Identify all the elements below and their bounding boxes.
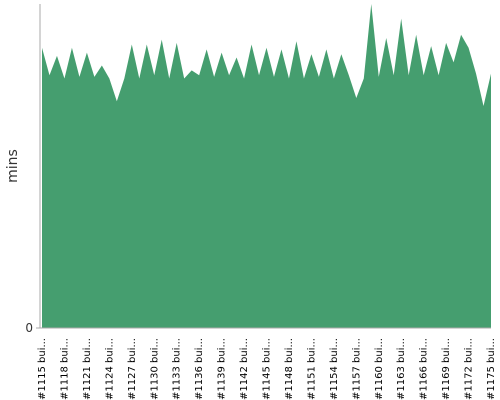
x-tick-label: #1160 bui... — [374, 338, 385, 400]
x-tick-label: #1172 bui... — [464, 338, 475, 400]
x-tick-label: #1124 bui... — [104, 338, 115, 400]
x-tick-label: #1166 bui... — [419, 338, 430, 400]
x-tick-label: #1115 bui... — [37, 338, 48, 400]
area — [42, 4, 491, 328]
x-tick-label: #1127 bui... — [127, 338, 138, 400]
x-tick-label: #1139 bui... — [217, 338, 228, 400]
x-tick-label: #1136 bui... — [194, 338, 205, 400]
x-tick-label: #1130 bui... — [149, 338, 160, 400]
x-tick-label: #1151 bui... — [306, 338, 317, 400]
x-tick-label: #1118 bui... — [59, 338, 70, 400]
x-tick-label: #1157 bui... — [351, 338, 362, 400]
x-tick-label: #1148 bui... — [284, 338, 295, 400]
x-tick-label: #1145 bui... — [262, 338, 273, 400]
y-tick-label: 0 — [25, 321, 33, 335]
x-tick-label: #1163 bui... — [396, 338, 407, 400]
x-tick-label: #1169 bui... — [441, 338, 452, 400]
x-tick-label: #1175 bui... — [486, 338, 497, 400]
y-axis-label: mins — [5, 149, 21, 183]
x-tick-label: #1121 bui... — [82, 338, 93, 400]
x-tick-label: #1133 bui... — [172, 338, 183, 400]
x-tick-label: #1154 bui... — [329, 338, 340, 400]
x-tick-label: #1142 bui... — [239, 338, 250, 400]
